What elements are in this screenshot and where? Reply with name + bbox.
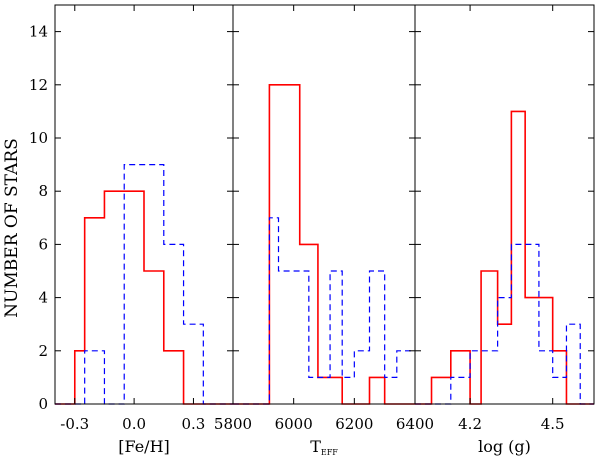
y-tick-label: 14 (29, 23, 48, 41)
x-tick-label: 5800 (214, 415, 252, 433)
y-tick-label: 10 (29, 129, 48, 147)
series-solid-line (55, 190, 233, 405)
y-tick-label: 4 (38, 289, 48, 307)
y-tick-label: 6 (38, 235, 48, 253)
series-dashed-line (233, 217, 415, 405)
x-tick-label: -0.3 (60, 415, 89, 433)
x-tick-label: 6400 (396, 415, 434, 433)
x-axis-label-subscript: EFF (321, 448, 338, 456)
y-tick-label: 0 (38, 395, 48, 413)
x-axis-label: [Fe/H] (118, 437, 170, 456)
y-tick-label: 12 (29, 76, 48, 94)
x-axis-label: log (g) (478, 437, 531, 456)
panel-3: 4.2 4.5 log (g) (414, 4, 595, 456)
x-axis-label: TEFF (310, 437, 338, 456)
y-axis-label: NUMBER OF STARS (2, 138, 22, 318)
x-tick-label: 4.5 (541, 415, 565, 433)
panel-frame (232, 4, 416, 405)
x-tick-label: 0.0 (122, 415, 146, 433)
panel-frame (414, 4, 595, 405)
panel-1: -0.3 0.0 0.3 [Fe/H] 0 2 4 6 8 10 12 14 (29, 4, 234, 456)
panel-2: 5800 6000 6200 6400 TEFF (214, 4, 434, 457)
x-tick-label: 4.2 (458, 415, 482, 433)
series-solid-line (233, 84, 415, 405)
x-tick-label: 6200 (335, 415, 373, 433)
y-tick-label: 8 (38, 182, 48, 200)
series-dashed-line (415, 243, 594, 405)
x-tick-label: 6000 (275, 415, 313, 433)
x-tick-label: 0.3 (182, 415, 206, 433)
series-dashed-line (55, 164, 233, 405)
series-solid-line (415, 110, 594, 405)
y-tick-label: 2 (38, 342, 48, 360)
